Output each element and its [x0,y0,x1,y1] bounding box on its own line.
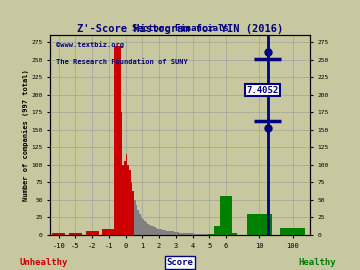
Bar [141,217,142,235]
Bar [199,234,201,235]
Bar [162,230,164,235]
Bar [203,234,204,235]
Title: Z'-Score Histogram for YIN (2016): Z'-Score Histogram for YIN (2016) [77,24,283,34]
Bar [156,228,157,235]
Bar [142,219,144,235]
Bar [124,161,126,235]
Bar [144,221,146,235]
Bar [177,232,179,235]
Bar [161,229,162,235]
Text: Unhealthy: Unhealthy [19,258,67,267]
Bar [176,232,177,235]
Y-axis label: Number of companies (997 total): Number of companies (997 total) [22,69,29,201]
Text: Sector: Financials: Sector: Financials [132,24,228,33]
Bar [247,214,272,235]
Bar [189,234,191,235]
Bar [126,154,127,235]
Bar [131,182,132,235]
Bar [102,229,116,235]
Bar [146,222,147,235]
Bar [52,234,66,235]
Bar [114,46,121,235]
Bar [183,233,184,235]
Bar [167,231,169,235]
Bar [196,234,198,235]
Bar [149,225,151,235]
Bar [172,231,174,235]
Bar [127,165,129,235]
Bar [208,234,209,235]
Text: The Research Foundation of SUNY: The Research Foundation of SUNY [55,59,187,65]
Bar [154,227,156,235]
Bar [204,234,206,235]
Bar [232,233,237,235]
Bar [206,234,208,235]
Bar [138,210,139,235]
Bar [157,229,159,235]
Bar [134,200,136,235]
Bar [132,191,134,235]
Bar [164,230,166,235]
Bar [213,234,214,235]
Text: 7.4052: 7.4052 [247,86,279,94]
Bar [151,226,152,235]
Bar [184,234,186,235]
Bar [174,232,176,235]
Bar [186,234,188,235]
Bar [193,234,194,235]
Text: Healthy: Healthy [298,258,336,267]
Bar [139,214,141,235]
Bar [214,227,221,235]
Bar [169,231,171,235]
Bar [209,234,211,235]
Text: Score: Score [167,258,193,267]
Bar [181,233,183,235]
Bar [136,205,138,235]
Bar [129,170,131,235]
Bar [147,224,149,235]
Bar [122,165,124,235]
Bar [159,229,161,235]
Bar [152,227,154,235]
Bar [211,234,213,235]
Bar [166,231,167,235]
Text: ©www.textbiz.org: ©www.textbiz.org [55,41,123,48]
Bar [194,234,196,235]
Bar [188,234,189,235]
Bar [69,233,82,235]
Bar [171,231,172,235]
Bar [119,112,122,235]
Bar [191,234,193,235]
Bar [201,234,203,235]
Bar [86,231,99,235]
Bar [220,196,232,235]
Bar [198,234,199,235]
Bar [280,228,305,235]
Bar [179,233,181,235]
